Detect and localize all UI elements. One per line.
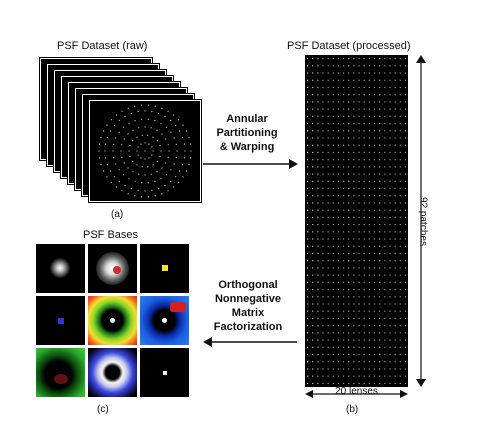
processed-caption: (b) (346, 404, 359, 415)
partitioning-label-line: Annular (226, 113, 268, 125)
lenses-label: 20 lenses (335, 386, 378, 397)
patches-dimension-arrow (416, 55, 426, 387)
basis-tile (88, 296, 137, 345)
partitioning-label-line: Partitioning (216, 127, 278, 139)
onmf-label-line: Nonnegative (214, 293, 281, 305)
arrow-to-bases (203, 337, 297, 347)
basis-tile (140, 348, 189, 397)
raw-psf-points (98, 104, 192, 198)
onmf-label: Orthogonal Nonnegative Matrix Factorizat… (203, 278, 293, 334)
raw-front-image (89, 100, 201, 202)
bases-caption: (c) (97, 404, 109, 415)
processed-dataset-title: PSF Dataset (processed) (287, 40, 411, 52)
basis-tile (36, 348, 85, 397)
onmf-label-line: Orthogonal (218, 279, 278, 291)
basis-tile (140, 296, 189, 345)
processed-patch-grid (307, 58, 406, 384)
raw-dataset-title: PSF Dataset (raw) (57, 40, 148, 52)
processed-matrix (305, 55, 408, 387)
basis-tile (36, 244, 85, 293)
arrow-to-processed (203, 159, 298, 169)
partitioning-label: Annular Partitioning & Warping (203, 112, 291, 154)
psf-bases-title: PSF Bases (83, 229, 139, 241)
basis-tile (88, 244, 137, 293)
basis-tile (140, 244, 189, 293)
onmf-label-line: Matrix (231, 307, 265, 319)
lenses-dimension-arrow (305, 390, 408, 398)
basis-tile (88, 348, 137, 397)
psf-bases-grid (36, 244, 189, 397)
onmf-label-line: Factorization (213, 321, 283, 333)
partitioning-label-line: & Warping (219, 141, 275, 153)
basis-tile (36, 296, 85, 345)
raw-caption: (a) (111, 209, 124, 220)
patches-label: 92 patches (417, 197, 429, 246)
